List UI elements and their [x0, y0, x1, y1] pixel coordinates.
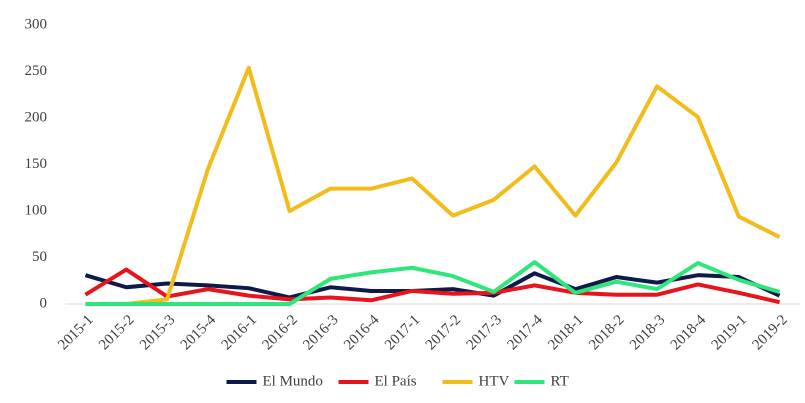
- x-tick-label: 2015-2: [96, 312, 137, 353]
- x-tick-label: 2016-3: [300, 312, 341, 353]
- series-line: [84, 267, 781, 305]
- x-tick-label: 2015-3: [137, 312, 178, 353]
- x-tick-label: 2018-2: [586, 312, 627, 353]
- legend-label: El Mundo: [263, 373, 323, 389]
- y-tick-label: 0: [40, 295, 48, 311]
- x-tick-label: 2015-4: [178, 312, 220, 354]
- x-tick-label: 2018-4: [668, 312, 710, 354]
- x-tick-label: 2015-1: [55, 312, 96, 353]
- series-line: [84, 271, 781, 300]
- x-tick-label: 2016-2: [259, 312, 300, 353]
- y-tick-label: 300: [25, 16, 48, 32]
- x-tick-label: 2019-1: [709, 312, 750, 353]
- y-tick-label: 250: [25, 63, 48, 79]
- y-tick-label: 50: [32, 249, 47, 265]
- series-line: [85, 65, 781, 306]
- legend-label: RT: [551, 373, 569, 389]
- y-tick-label: 200: [25, 109, 48, 125]
- x-tick-label: 2019-2: [749, 312, 790, 353]
- x-tick-label: 2018-1: [545, 312, 586, 353]
- x-tick-label: 2018-3: [627, 312, 668, 353]
- y-tick-label: 150: [25, 156, 48, 172]
- y-tick-label: 100: [25, 202, 48, 218]
- legend-label: El País: [375, 373, 417, 389]
- legend-label: HTV: [479, 373, 510, 389]
- x-tick-label: 2017-4: [504, 312, 546, 354]
- x-tick-label: 2017-3: [464, 312, 505, 353]
- series-line: [85, 260, 781, 306]
- x-tick-label: 2016-4: [341, 312, 383, 354]
- x-tick-label: 2016-1: [219, 312, 260, 353]
- x-tick-label: 2017-2: [423, 312, 464, 353]
- x-tick-label: 2017-1: [382, 312, 423, 353]
